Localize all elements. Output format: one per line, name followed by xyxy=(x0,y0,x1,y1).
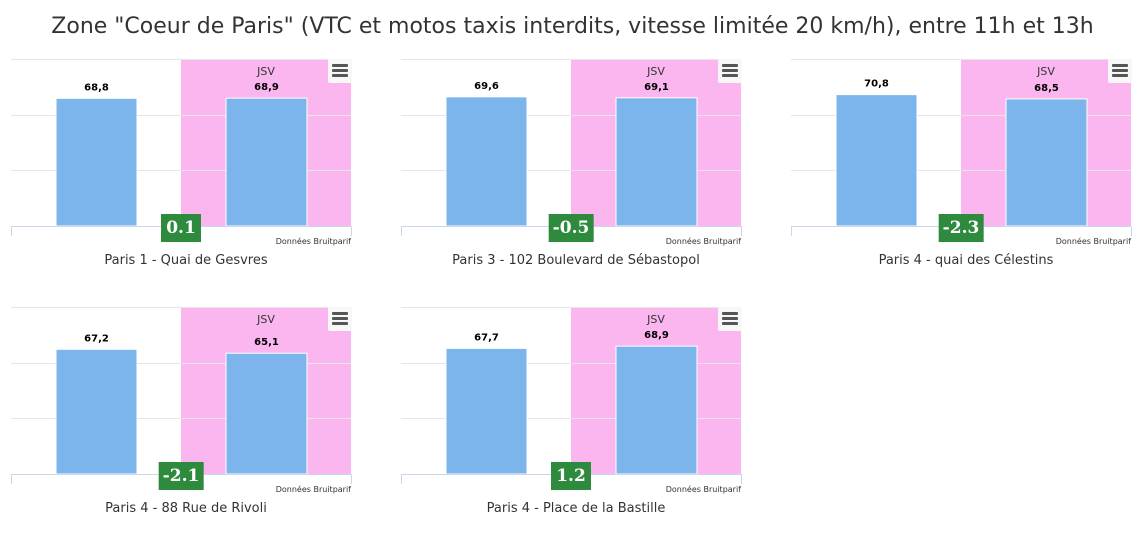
hamburger-icon xyxy=(1112,74,1128,77)
chart-panel: JSV 70,8 68,5 Données Bruitparif -2.3 Paris 4… xyxy=(791,59,1141,274)
hamburger-icon xyxy=(1112,69,1128,72)
chart-caption: Paris 4 - Place de la Bastille xyxy=(486,501,666,516)
chart-credits[interactable]: Données Bruitparif xyxy=(276,484,351,494)
bar[interactable] xyxy=(1005,98,1088,227)
bar[interactable] xyxy=(55,348,138,475)
chart-caption: Paris 3 - 102 Boulevard de Sébastopol xyxy=(452,253,700,268)
chart-caption: Paris 4 - quai des Célestins xyxy=(878,253,1054,268)
hamburger-icon xyxy=(722,322,738,325)
band-label: JSV xyxy=(256,313,275,326)
data-label: 69,1 xyxy=(644,82,669,93)
bar[interactable] xyxy=(55,97,138,227)
band-label: JSV xyxy=(256,65,275,78)
hamburger-icon xyxy=(722,312,738,315)
data-label: 67,7 xyxy=(474,332,499,343)
hamburger-icon xyxy=(722,317,738,320)
chart-credits[interactable]: Données Bruitparif xyxy=(666,484,741,494)
chart-svg: JSV 67,2 65,1 Données Bruitparif xyxy=(11,307,352,494)
difference-badge: -2.3 xyxy=(938,214,984,242)
hamburger-icon xyxy=(722,74,738,77)
hamburger-icon xyxy=(332,317,348,320)
difference-badge: -0.5 xyxy=(548,214,594,242)
hamburger-icon xyxy=(332,64,348,67)
chart-menu-button[interactable] xyxy=(718,59,742,83)
chart-menu-button[interactable] xyxy=(718,307,742,331)
chart-panel: JSV 68,8 68,9 Données Bruitparif 0.1 Paris 1 … xyxy=(11,59,361,274)
chart-svg: JSV 70,8 68,5 Données Bruitparif xyxy=(791,59,1132,246)
data-label: 69,6 xyxy=(474,81,499,92)
hamburger-icon xyxy=(332,322,348,325)
data-label: 67,2 xyxy=(84,333,109,344)
chart-credits[interactable]: Données Bruitparif xyxy=(276,236,351,246)
bar[interactable] xyxy=(615,97,698,227)
bar[interactable] xyxy=(225,352,308,475)
hamburger-icon xyxy=(722,69,738,72)
hamburger-icon xyxy=(1112,64,1128,67)
data-label: 65,1 xyxy=(254,337,279,348)
chart-panel: JSV 67,7 68,9 Données Bruitparif 1.2 Paris 4 … xyxy=(401,307,751,522)
chart-credits[interactable]: Données Bruitparif xyxy=(666,236,741,246)
chart-menu-button[interactable] xyxy=(1108,59,1132,83)
chart-menu-button[interactable] xyxy=(328,307,352,331)
chart-panel: JSV 69,6 69,1 Données Bruitparif -0.5 Paris 3… xyxy=(401,59,751,274)
chart-credits[interactable]: Données Bruitparif xyxy=(1056,236,1131,246)
bar[interactable] xyxy=(445,96,528,227)
chart-caption: Paris 1 - Quai de Gesvres xyxy=(104,253,268,268)
chart-svg: JSV 69,6 69,1 Données Bruitparif xyxy=(401,59,742,246)
band-label: JSV xyxy=(646,65,665,78)
difference-badge: -2.1 xyxy=(158,462,204,490)
hamburger-icon xyxy=(722,64,738,67)
chart-svg: JSV 67,7 68,9 Données Bruitparif xyxy=(401,307,742,494)
page-title: Zone "Coeur de Paris" (VTC et motos taxi… xyxy=(51,14,1094,39)
hamburger-icon xyxy=(332,69,348,72)
bar[interactable] xyxy=(615,345,698,475)
data-label: 70,8 xyxy=(864,79,889,90)
bar[interactable] xyxy=(225,97,308,227)
data-label: 68,5 xyxy=(1034,83,1059,94)
hamburger-icon xyxy=(332,74,348,77)
band-label: JSV xyxy=(1036,65,1055,78)
data-label: 68,9 xyxy=(644,330,669,341)
band-label: JSV xyxy=(646,313,665,326)
chart-panel: JSV 67,2 65,1 Données Bruitparif -2.1 Paris 4… xyxy=(11,307,361,522)
chart-menu-button[interactable] xyxy=(328,59,352,83)
chart-caption: Paris 4 - 88 Rue de Rivoli xyxy=(105,501,267,516)
bar[interactable] xyxy=(445,347,528,475)
data-label: 68,8 xyxy=(84,82,109,93)
data-label: 68,9 xyxy=(254,82,279,93)
chart-svg: JSV 68,8 68,9 Données Bruitparif xyxy=(11,59,352,246)
bar[interactable] xyxy=(835,94,918,227)
difference-badge: 0.1 xyxy=(161,214,201,242)
hamburger-icon xyxy=(332,312,348,315)
difference-badge: 1.2 xyxy=(551,462,591,490)
